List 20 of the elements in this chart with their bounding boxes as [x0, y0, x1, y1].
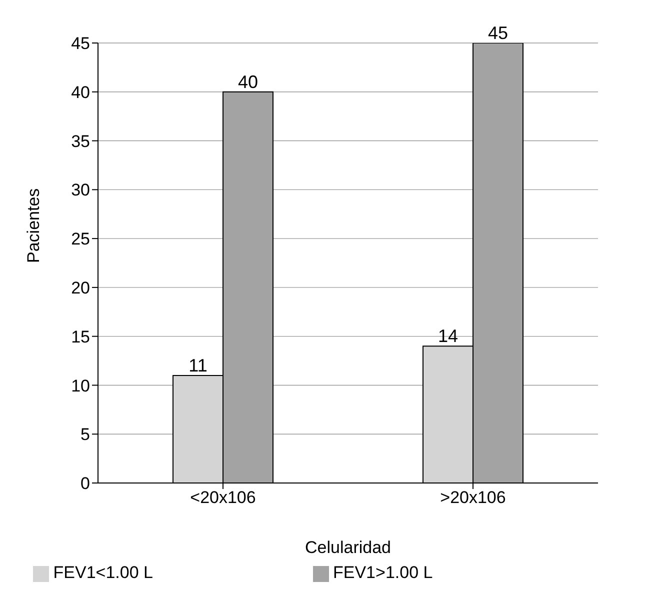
x-axis-title: Celularidad: [305, 538, 391, 557]
y-tick-label: 20: [71, 278, 90, 298]
y-tick-label: 10: [71, 376, 90, 396]
legend-label: FEV1<1.00 L: [53, 563, 153, 582]
data-label: 11: [188, 355, 208, 376]
y-tick-label: 35: [71, 132, 90, 151]
x-tick-label: <20x106: [190, 488, 256, 508]
legend-label: FEV1>1.00 L: [333, 563, 433, 582]
y-tick-label: 0: [80, 474, 90, 494]
x-tick-label: >20x106: [440, 488, 506, 508]
y-tick-label: 30: [71, 180, 90, 200]
y-axis-title: Pacientes: [24, 188, 44, 263]
data-label: 14: [438, 326, 458, 346]
y-tick-label: 45: [71, 34, 90, 54]
data-label: 45: [488, 23, 508, 43]
data-label: 40: [238, 72, 258, 92]
y-tick-label: 25: [71, 230, 90, 249]
y-tick-label: 5: [80, 425, 90, 444]
y-tick-label: 40: [71, 82, 90, 102]
y-tick-label: 15: [71, 327, 90, 346]
